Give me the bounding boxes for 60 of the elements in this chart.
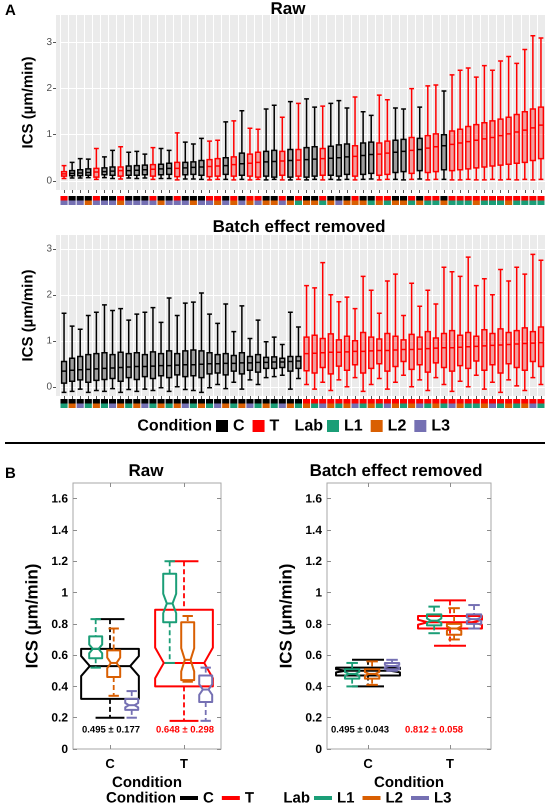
legend-title: Condition	[137, 418, 212, 434]
annotation: 0.495 ± 0.043	[330, 724, 390, 736]
legend-label: L1	[337, 790, 355, 806]
y-tick-label: 1.6	[305, 492, 322, 506]
y-tick-label: 3	[46, 243, 52, 254]
y-tick-label: 0	[315, 742, 322, 756]
y-tick-label: 1.2	[305, 554, 322, 568]
x-axis-title: Condition	[112, 774, 182, 791]
legend-label: C	[233, 418, 245, 434]
y-tick-label: 2	[46, 289, 52, 300]
y-tick-label: 1	[61, 586, 68, 600]
x-tick-label: C	[105, 756, 116, 771]
legend-title: Lab	[283, 790, 310, 806]
y-tick-label: 0	[61, 742, 68, 756]
y-tick-label: 1	[46, 335, 52, 346]
y-axis-title: ICS (μm/min)	[22, 564, 42, 668]
category-label: T	[244, 790, 254, 806]
chart-title: Batch effect removed	[212, 217, 386, 236]
y-tick-label: 3	[46, 37, 52, 48]
y-axis-title: ICS (µm/min)	[20, 56, 37, 148]
chart-title: Batch effect removed	[310, 461, 482, 480]
legend-label: T	[270, 418, 280, 434]
y-tick-label: 1.4	[305, 522, 322, 537]
y-tick-label: 2	[46, 83, 52, 94]
legend-label: L1	[344, 418, 363, 434]
y-tick-label: 0.2	[305, 710, 322, 725]
y-tick-label: 0.2	[51, 710, 68, 725]
x-tick-label: C	[363, 756, 374, 771]
annotation: 0.495 ± 0.177	[82, 724, 140, 736]
legend-label: L2	[388, 418, 406, 434]
y-tick-label: 1.6	[51, 492, 68, 506]
y-tick-label: 1	[46, 129, 52, 140]
annotation: 0.812 ± 0.058	[404, 724, 464, 736]
y-tick-label: 0.6	[51, 648, 68, 662]
legend-label: L3	[431, 418, 450, 434]
legend-title: Lab	[294, 418, 324, 434]
annotation: 0.648 ± 0.298	[156, 724, 214, 736]
y-tick-label: 1.4	[51, 522, 68, 537]
y-tick-label: 0.6	[305, 648, 322, 662]
x-axis-title: Condition	[374, 774, 444, 791]
y-axis-title: ICS (μm/min)	[276, 564, 296, 668]
text: A	[5, 2, 16, 19]
x-tick-label: T	[180, 756, 188, 771]
y-tick-label: 1	[315, 586, 322, 600]
y-axis-title: ICS (µm/min)	[20, 270, 37, 362]
legend-label: L3	[434, 790, 452, 806]
y-tick-label: 0.8	[305, 616, 322, 631]
y-tick-label: 0	[46, 381, 52, 392]
y-tick-label: 0	[46, 175, 52, 186]
chart-title: Raw	[270, 0, 306, 18]
x-tick-label: T	[446, 756, 454, 771]
text: B	[5, 465, 16, 482]
y-tick-label: 0.4	[51, 679, 68, 694]
legend-label: L2	[386, 790, 404, 806]
legend-title: Condition	[106, 790, 176, 806]
y-tick-label: 0.8	[51, 616, 68, 631]
chart-title: Raw	[128, 461, 164, 480]
y-tick-label: 1.2	[51, 554, 68, 568]
y-tick-label: 0.4	[305, 679, 322, 694]
category-label: C	[203, 790, 214, 806]
